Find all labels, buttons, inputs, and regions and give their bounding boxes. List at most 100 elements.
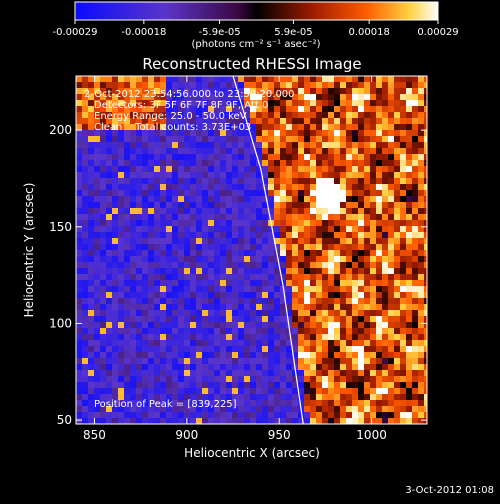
heatmap-cell — [124, 238, 130, 244]
heatmap-cell — [280, 304, 286, 310]
heatmap-cell — [358, 124, 364, 130]
heatmap-cell — [388, 358, 394, 364]
heatmap-cell — [256, 106, 262, 112]
heatmap-cell — [340, 346, 346, 352]
heatmap-cell — [292, 328, 298, 334]
heatmap-cell — [286, 292, 292, 298]
heatmap-cell — [202, 148, 208, 154]
heatmap-cell — [118, 382, 124, 388]
heatmap-cell — [316, 172, 322, 178]
heatmap-cell — [124, 106, 130, 112]
heatmap-cell — [190, 322, 196, 328]
heatmap-cell — [268, 190, 274, 196]
heatmap-cell — [268, 136, 274, 142]
heatmap-cell — [286, 346, 292, 352]
heatmap-cell — [304, 376, 310, 382]
heatmap-cell — [358, 334, 364, 340]
heatmap-cell — [316, 250, 322, 256]
heatmap-cell — [76, 118, 82, 124]
heatmap-cell — [142, 118, 148, 124]
heatmap-cell — [322, 304, 328, 310]
heatmap-cell — [190, 112, 196, 118]
heatmap-cell — [82, 124, 88, 130]
heatmap-cell — [160, 310, 166, 316]
heatmap-cell — [124, 124, 130, 130]
heatmap-cell — [370, 292, 376, 298]
heatmap-cell — [82, 280, 88, 286]
heatmap-cell — [424, 250, 427, 256]
heatmap-cell — [424, 364, 427, 370]
heatmap-cell — [382, 310, 388, 316]
heatmap-cell — [370, 406, 376, 412]
heatmap-cell — [184, 394, 190, 400]
heatmap-cell — [124, 202, 130, 208]
heatmap-cell — [244, 244, 250, 250]
heatmap-cell — [328, 382, 334, 388]
heatmap-cell — [358, 310, 364, 316]
heatmap-cell — [352, 130, 358, 136]
heatmap-cell — [208, 352, 214, 358]
heatmap-cell — [100, 184, 106, 190]
heatmap-cell — [256, 280, 262, 286]
heatmap-cell — [232, 76, 238, 82]
heatmap-cell — [214, 130, 220, 136]
heatmap-cell — [280, 310, 286, 316]
heatmap-cell — [400, 214, 406, 220]
heatmap-cell — [76, 340, 82, 346]
heatmap-cell — [244, 172, 250, 178]
heatmap-cell — [178, 346, 184, 352]
heatmap-cell — [88, 208, 94, 214]
heatmap-cell — [370, 196, 376, 202]
heatmap-cell — [370, 106, 376, 112]
heatmap-cell — [352, 76, 358, 82]
heatmap-cell — [118, 172, 124, 178]
heatmap-cell — [124, 160, 130, 166]
heatmap-cell — [208, 382, 214, 388]
heatmap-cell — [142, 274, 148, 280]
heatmap-cell — [250, 304, 256, 310]
heatmap-cell — [82, 406, 88, 412]
heatmap-cell — [172, 184, 178, 190]
heatmap-cell — [310, 190, 316, 196]
heatmap-cell — [400, 358, 406, 364]
heatmap-cell — [280, 130, 286, 136]
heatmap-cell — [346, 370, 352, 376]
heatmap-cell — [382, 154, 388, 160]
heatmap-cell — [88, 400, 94, 406]
heatmap-cell — [136, 232, 142, 238]
heatmap-cell — [178, 220, 184, 226]
heatmap-cell — [226, 280, 232, 286]
heatmap-cell — [184, 118, 190, 124]
heatmap-cell — [280, 370, 286, 376]
heatmap-cell — [310, 142, 316, 148]
heatmap-cell — [160, 280, 166, 286]
heatmap-cell — [406, 88, 412, 94]
heatmap-cell — [352, 118, 358, 124]
heatmap-cell — [238, 322, 244, 328]
heatmap-cell — [142, 280, 148, 286]
heatmap-cell — [346, 376, 352, 382]
heatmap-cell — [220, 340, 226, 346]
heatmap-cell — [316, 202, 322, 208]
heatmap-cell — [148, 88, 154, 94]
heatmap-cell — [292, 250, 298, 256]
heatmap-cell — [274, 268, 280, 274]
heatmap-cell — [388, 418, 394, 424]
heatmap-cell — [154, 382, 160, 388]
heatmap-cell — [298, 184, 304, 190]
heatmap-cell — [298, 160, 304, 166]
heatmap-cell — [370, 256, 376, 262]
heatmap-cell — [262, 154, 268, 160]
heatmap-cell — [118, 76, 124, 82]
heatmap-cell — [298, 226, 304, 232]
heatmap-cell — [244, 268, 250, 274]
heatmap-cell — [262, 298, 268, 304]
heatmap-cell — [226, 382, 232, 388]
heatmap-cell — [118, 136, 124, 142]
heatmap-cell — [286, 136, 292, 142]
heatmap-cell — [364, 76, 370, 82]
heatmap-cell — [202, 178, 208, 184]
heatmap-cell — [388, 178, 394, 184]
heatmap-cell — [262, 418, 268, 424]
heatmap-cell — [118, 106, 124, 112]
